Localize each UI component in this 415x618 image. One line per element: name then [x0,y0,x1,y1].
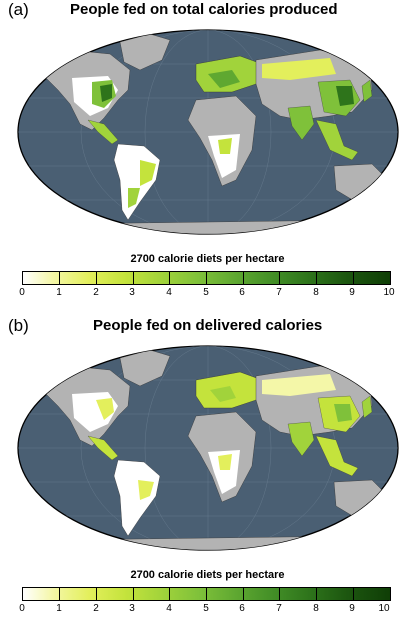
panel-a-label: (a) [8,0,29,19]
tick-label: 5 [203,603,209,614]
tick-label: 10 [378,603,390,614]
colorbar-a [22,271,391,285]
tick-label: 1 [56,287,62,298]
colorbar-b [22,587,391,601]
tick-label: 7 [276,287,282,298]
tick-label: 2 [93,287,99,298]
tick-label: 4 [166,287,172,298]
tick-label: 6 [239,603,245,614]
tick-label: 6 [239,287,245,298]
continents [39,349,389,550]
tick-label: 9 [349,603,355,614]
colorbar-b-title: 2700 calorie diets per hectare [130,569,285,581]
tick-label: 2 [93,603,99,614]
tick-label: 8 [313,287,319,298]
world-map-b [17,345,399,551]
panel-b: (b) People fed on delivered calories [0,309,415,618]
panel-a-title: People fed on total calories produced [70,1,338,18]
tick-label: 10 [383,287,395,298]
tick-label: 0 [19,287,25,298]
panel-b-title: People fed on delivered calories [93,317,323,334]
panel-a: (a) People fed on total calories produce… [8,0,399,298]
panel-b-label: (b) [8,316,29,335]
tick-label: 7 [276,603,282,614]
world-map-a [17,29,399,235]
tick-label: 1 [56,603,62,614]
colorbar-a-title: 2700 calorie diets per hectare [130,253,285,265]
tick-label: 3 [129,603,135,614]
continents [39,33,389,234]
tick-label: 8 [313,603,319,614]
tick-label: 5 [203,287,209,298]
tick-label: 9 [349,287,355,298]
tick-label: 3 [129,287,135,298]
tick-label: 4 [166,603,172,614]
tick-label: 0 [19,603,25,614]
